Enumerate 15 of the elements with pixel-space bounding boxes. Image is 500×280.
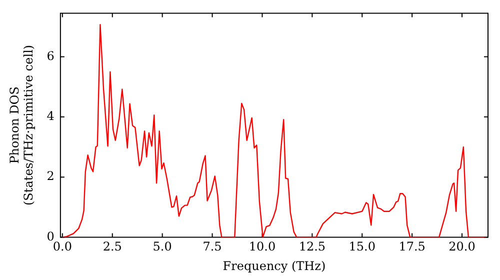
x-tick-label: 0.0 <box>52 240 72 254</box>
x-tick-label: 10.0 <box>248 240 276 254</box>
x-tick-label: 2.5 <box>102 240 122 254</box>
x-tick-label: 12.5 <box>298 240 326 254</box>
y-tick-label: 0 <box>46 229 54 244</box>
y-tick-label: 4 <box>46 109 55 124</box>
x-axis-title: Frequency (THz) <box>222 258 326 273</box>
x-tick-label: 15.0 <box>348 240 376 254</box>
x-tick-label: 20.0 <box>448 240 476 254</box>
x-tick-label: 5.0 <box>152 240 172 254</box>
x-tick-label: 17.5 <box>398 240 426 254</box>
y-tick-label: 2 <box>46 169 54 184</box>
y-tick-label: 6 <box>46 48 54 63</box>
x-tick-label: 7.5 <box>202 240 222 254</box>
y-axis-title: Phonon DOS (States/THz·primitive cell) <box>7 44 36 206</box>
